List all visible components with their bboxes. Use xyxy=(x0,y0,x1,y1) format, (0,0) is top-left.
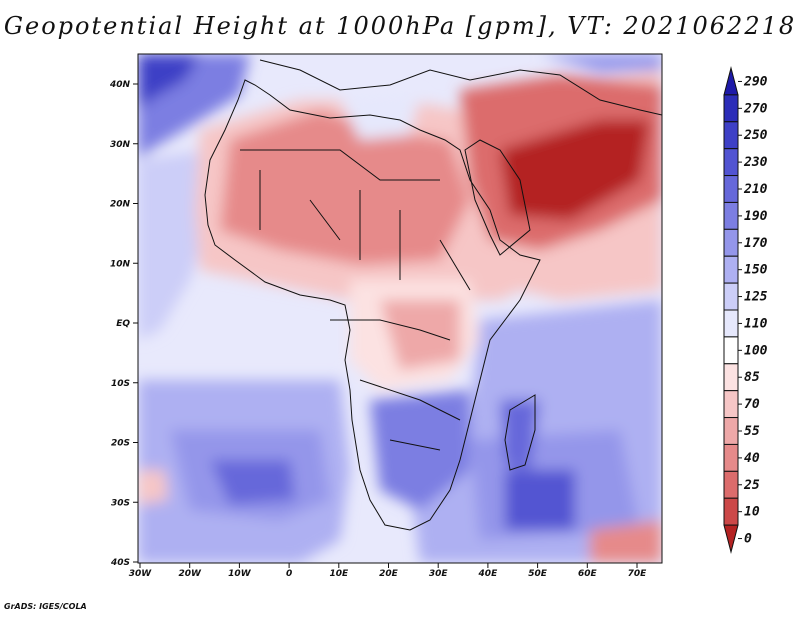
colorbar-label: 110 xyxy=(744,316,768,331)
southern-africa-blue xyxy=(370,390,470,510)
mediterranean-light xyxy=(340,95,420,140)
colorbar-segment xyxy=(723,497,739,526)
colorbar-cap-bottom xyxy=(723,524,739,554)
colorbar-segment xyxy=(723,121,739,150)
lat-label: 40N xyxy=(109,80,131,90)
lon-label: 10E xyxy=(329,569,349,579)
lon-label: 50E xyxy=(528,569,548,579)
colorbar-label: 230 xyxy=(743,155,768,170)
coastlines xyxy=(204,59,662,531)
colorbar-segment xyxy=(723,175,739,203)
map-plot-area xyxy=(138,54,662,563)
ne-corner-blue xyxy=(540,54,662,72)
lon-label: 20E xyxy=(379,569,399,579)
colorbar-segment xyxy=(723,443,739,472)
lon-label: 70E xyxy=(628,569,648,579)
lat-label: 30S xyxy=(111,498,130,508)
grads-credit: GrADS: IGES/COLA xyxy=(4,602,87,611)
colorbar-label: 40 xyxy=(744,451,760,466)
colorbar-segment xyxy=(723,336,739,365)
colorbar-label: 150 xyxy=(744,263,768,278)
se-corner-low xyxy=(590,520,662,563)
lon-label: 0 xyxy=(286,569,292,579)
southern-borders xyxy=(330,319,461,451)
colorbar-segment xyxy=(723,390,739,419)
lat-label: 20S xyxy=(111,439,130,449)
eurasia-coast xyxy=(259,59,662,116)
madagascar-blue xyxy=(500,400,540,470)
colorbar-segment xyxy=(723,417,739,445)
colorbar-segment xyxy=(723,201,739,230)
sahara-thermal-low xyxy=(220,110,470,265)
south-atlantic-high xyxy=(210,460,295,505)
colorbar-label: 85 xyxy=(744,370,760,385)
colorbar-label: 125 xyxy=(744,290,768,305)
plot-frame xyxy=(137,53,663,564)
lat-label: 30N xyxy=(110,140,131,150)
colorbar-label: 210 xyxy=(743,182,768,197)
arabia-thermal-low-core xyxy=(500,120,650,220)
height-field xyxy=(138,54,662,563)
lat-label: 10S xyxy=(111,379,130,389)
lon-label: 60E xyxy=(578,569,598,579)
sahara-border xyxy=(240,149,440,181)
colorbar-label: 270 xyxy=(743,101,768,116)
lat-label: EQ xyxy=(116,319,130,329)
latitude-axis: 40N 30N 20N 10N EQ 10S 20S 30S 40S xyxy=(109,80,138,568)
lat-label: 40S xyxy=(110,558,130,568)
lon-label: 30E xyxy=(429,569,449,579)
colorbar-segment xyxy=(723,363,739,392)
colorbar-label: 190 xyxy=(744,209,768,224)
lat-label: 20N xyxy=(110,200,131,210)
colorbar: 2902702502302101901701501251101008570554… xyxy=(723,66,768,554)
country-borders xyxy=(259,170,471,291)
sw-atlantic-low xyxy=(138,470,168,505)
colorbar-label: 170 xyxy=(744,236,768,251)
colorbar-label: 55 xyxy=(744,424,760,439)
colorbar-label: 0 xyxy=(744,532,752,547)
congo-basin xyxy=(380,300,460,370)
longitude-axis: 30W 20W 10W 0 10E 20E 30E 40E 50E 60E 70E xyxy=(129,563,647,579)
colorbar-label: 250 xyxy=(743,128,768,143)
colorbar-segment xyxy=(723,228,739,257)
africa-coastline xyxy=(204,79,541,531)
chart-title: Geopotential Height at 1000hPa [gpm], VT… xyxy=(3,12,797,40)
colorbar-segment xyxy=(723,255,739,284)
colorbar-segment xyxy=(723,282,739,311)
lon-label: 40E xyxy=(478,569,499,579)
nw-atlantic-high-core xyxy=(138,54,200,110)
colorbar-label: 100 xyxy=(744,343,768,358)
colorbar-cap-top xyxy=(723,66,739,96)
lon-label: 20W xyxy=(178,569,202,579)
colorbar-segment xyxy=(723,309,739,338)
colorbar-segment xyxy=(723,94,739,123)
colorbar-label: 290 xyxy=(743,74,768,89)
lat-label: 10N xyxy=(110,259,131,269)
atlantic-light-blue xyxy=(138,150,210,340)
colorbar-segment xyxy=(723,470,739,499)
arabian-coast xyxy=(464,139,531,256)
indian-ocean-high xyxy=(505,470,575,530)
lon-label: 30W xyxy=(129,569,153,579)
colorbar-label: 70 xyxy=(744,397,760,412)
madagascar-coast xyxy=(504,394,536,471)
colorbar-segment xyxy=(723,148,739,177)
colorbar-label: 10 xyxy=(744,505,760,520)
colorbar-label: 25 xyxy=(743,478,760,493)
lon-label: 10W xyxy=(228,569,252,579)
